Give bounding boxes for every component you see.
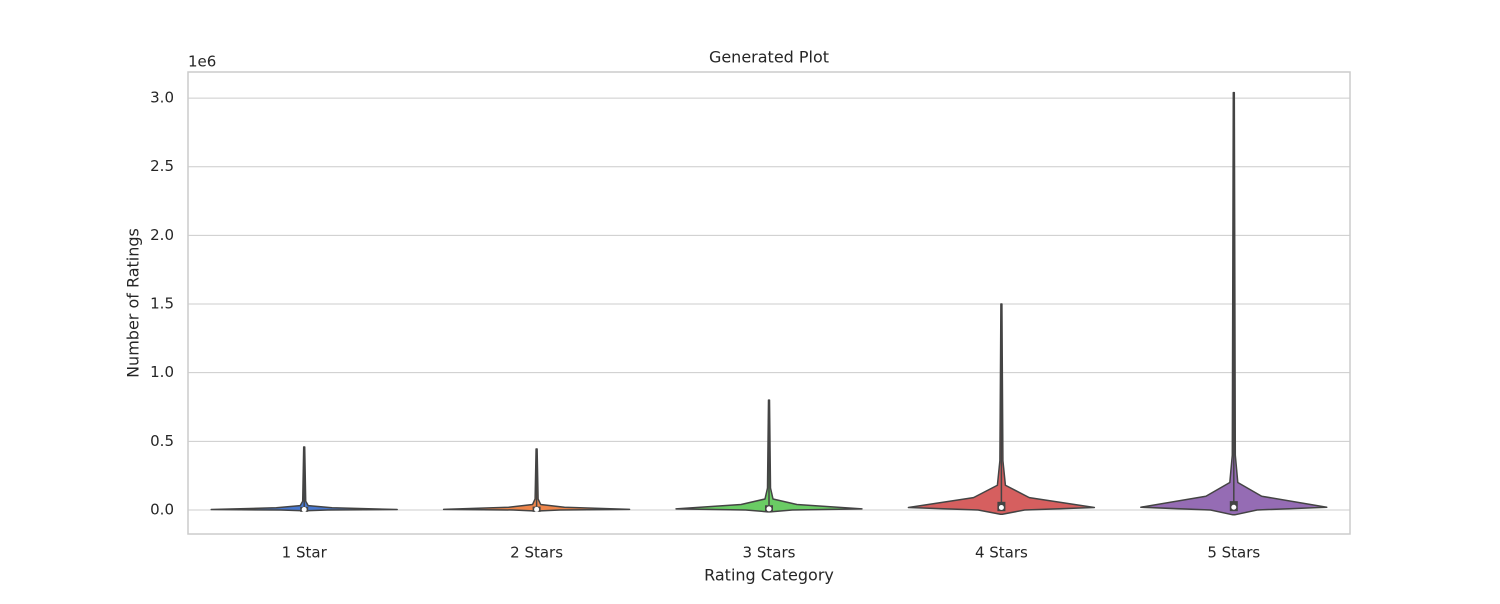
y-tick-label: 2.0 bbox=[150, 226, 174, 244]
median-dot bbox=[301, 507, 307, 513]
median-dot bbox=[766, 506, 772, 512]
median-dot bbox=[1231, 504, 1237, 510]
x-tick-label: 5 Stars bbox=[1207, 544, 1260, 562]
chart-title: Generated Plot bbox=[709, 48, 829, 67]
plot-frame bbox=[187, 71, 1351, 535]
x-tick-label: 2 Stars bbox=[510, 544, 563, 562]
y-offset-label: 1e6 bbox=[188, 53, 216, 71]
y-tick-label: 0.5 bbox=[150, 432, 174, 450]
x-axis-label: Rating Category bbox=[704, 566, 834, 585]
x-tick-label: 1 Star bbox=[282, 544, 328, 562]
y-tick-label: 2.5 bbox=[150, 157, 174, 175]
y-axis-label: Number of Ratings bbox=[124, 228, 143, 378]
x-tick-label: 3 Stars bbox=[743, 544, 796, 562]
y-tick-label: 1.0 bbox=[150, 363, 174, 381]
y-tick-label: 1.5 bbox=[150, 295, 174, 313]
median-dot bbox=[534, 506, 540, 512]
y-tick-label: 3.0 bbox=[150, 89, 174, 107]
y-tick-label: 0.0 bbox=[150, 500, 174, 518]
x-tick-label: 4 Stars bbox=[975, 544, 1028, 562]
median-dot bbox=[998, 505, 1004, 511]
